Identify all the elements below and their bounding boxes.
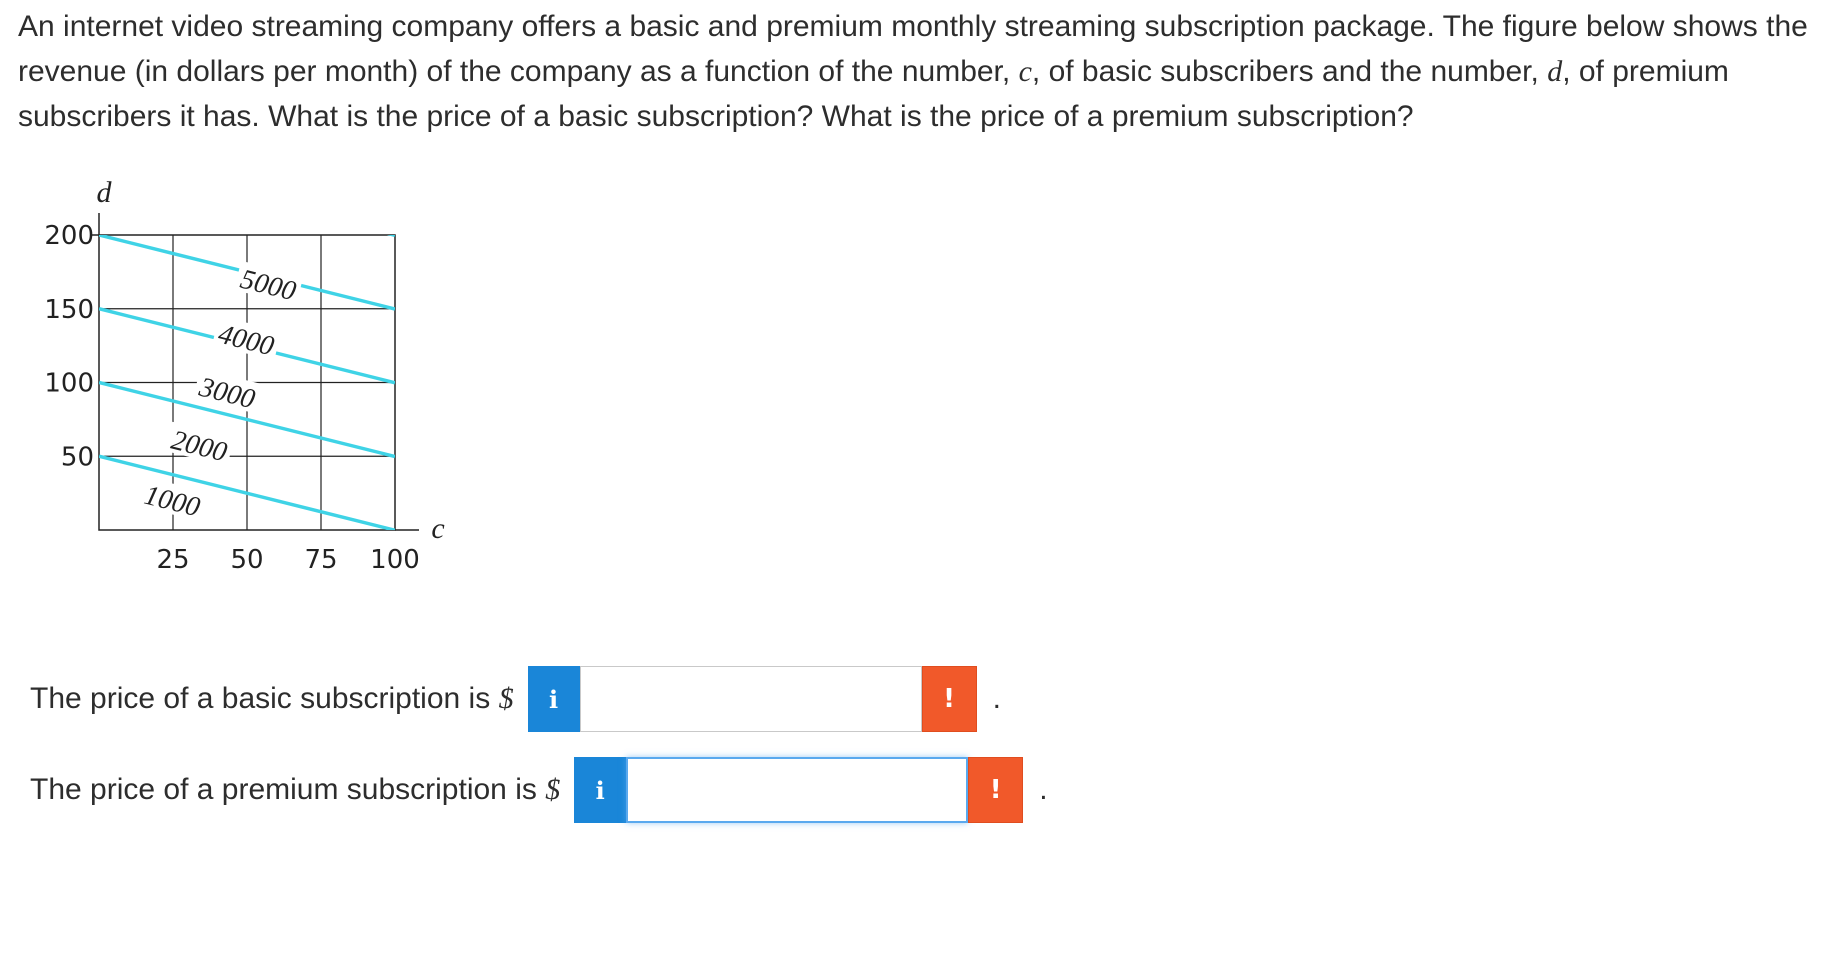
contour-label-5000: 5000 xyxy=(234,260,304,307)
basic-price-label-text: The price of a basic subscription is xyxy=(30,682,491,715)
basic-currency-symbol: $ xyxy=(498,682,514,715)
chart-grid xyxy=(91,213,419,531)
basic-price-row: The price of a basic subscription is $ i… xyxy=(30,666,1001,732)
premium-period: . xyxy=(1039,773,1048,806)
variable-c: c xyxy=(1018,55,1032,88)
basic-price-label: The price of a basic subscription is $ xyxy=(30,682,514,716)
basic-period: . xyxy=(992,682,1001,715)
x-tick-label: 50 xyxy=(230,545,263,575)
x-tick-label: 25 xyxy=(156,545,189,575)
premium-warning-icon[interactable]: ! xyxy=(968,757,1024,823)
question-part-2: , of basic subscribers and the number, xyxy=(1031,55,1539,88)
y-tick-label: 100 xyxy=(44,369,94,399)
basic-price-input[interactable] xyxy=(579,666,922,732)
x-tick-label: 75 xyxy=(304,545,337,575)
variable-d: d xyxy=(1547,55,1563,88)
question-part-1: An internet video streaming company offe… xyxy=(18,10,1808,88)
question-part-3: , of premium subscribers it has. What is… xyxy=(18,55,1729,133)
y-tick-label: 50 xyxy=(61,442,94,472)
basic-warning-icon[interactable]: ! xyxy=(921,666,977,732)
premium-info-icon[interactable]: i xyxy=(574,757,627,823)
contour-line-5000 xyxy=(386,235,395,237)
y-tick-label: 150 xyxy=(44,295,94,325)
contour-label-2000: 2000 xyxy=(165,421,235,469)
x-tick-label: 100 xyxy=(370,545,420,575)
x-axis-label: c xyxy=(431,512,444,545)
contour-label-text: 2000 xyxy=(168,425,230,469)
question-text: An internet video streaming company offe… xyxy=(18,4,1818,139)
premium-currency-symbol: $ xyxy=(545,773,561,806)
basic-info-icon[interactable]: i xyxy=(527,666,580,732)
y-axis-label: d xyxy=(97,180,113,209)
premium-price-row: The price of a premium subscription is $… xyxy=(30,757,1048,823)
contour-label-1000: 1000 xyxy=(138,476,208,524)
contour-label-4000: 4000 xyxy=(212,315,282,363)
y-tick-label: 200 xyxy=(44,221,94,251)
contour-line-2000 xyxy=(99,380,395,459)
premium-price-label: The price of a premium subscription is $ xyxy=(30,773,560,807)
contour-label-text: 4000 xyxy=(215,319,277,363)
premium-price-label-text: The price of a premium subscription is xyxy=(30,773,537,806)
premium-price-input[interactable] xyxy=(626,757,969,823)
contour-label-text: 1000 xyxy=(141,480,203,524)
contour-line-1000 xyxy=(99,454,395,530)
